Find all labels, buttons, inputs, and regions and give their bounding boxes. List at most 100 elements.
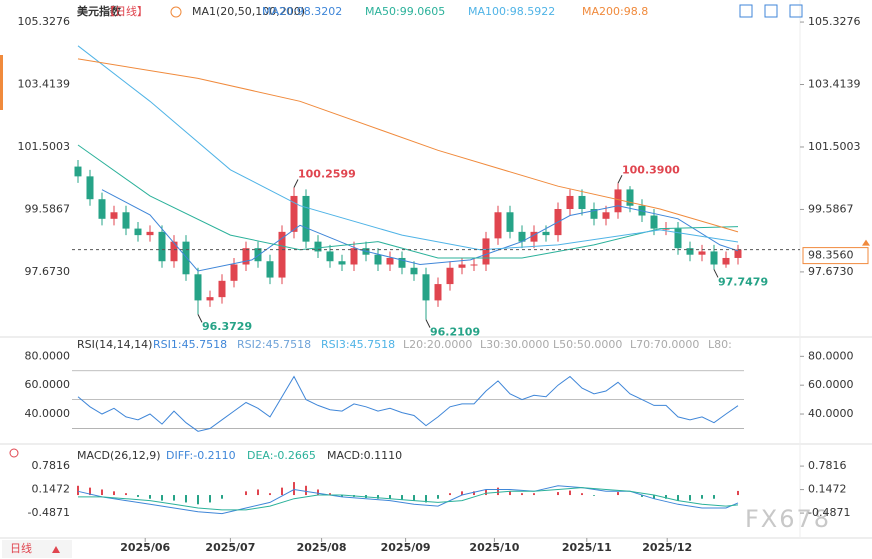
y-tick-label-right: 103.4139 [808, 78, 861, 91]
y-tick-label-right: 97.6730 [808, 265, 854, 278]
tool-icon[interactable] [739, 4, 753, 18]
legend-entry: DEA:-0.2665 [247, 449, 316, 462]
y-tick-label: 0.7816 [32, 459, 71, 472]
annotation-label: 100.2599 [298, 168, 356, 181]
y-tick-label-right: 40.0000 [808, 407, 854, 420]
settings-icon[interactable] [9, 448, 19, 458]
legend-entry: L70:70.0000 [630, 338, 699, 351]
ma-line [77, 45, 739, 251]
y-tick-label: 99.5867 [25, 202, 71, 215]
x-tick-label: 2025/10 [469, 541, 519, 554]
x-tick-label: 2025/11 [562, 541, 612, 554]
last-price-label: 98.3560 [808, 249, 854, 262]
candle-body [446, 267, 454, 285]
candle-body [410, 267, 418, 275]
candle-body [218, 280, 226, 298]
candle-body [506, 212, 514, 232]
candle-body [602, 212, 610, 219]
annotation-label: 96.2109 [430, 325, 480, 338]
tool-icon[interactable] [789, 4, 803, 18]
candle-body [386, 257, 394, 265]
rsi-line [77, 375, 739, 432]
candle-body [434, 284, 442, 301]
candle-body [170, 241, 178, 262]
x-tick-label: 2025/08 [297, 541, 347, 554]
legend-entry: L20:20.0000 [403, 338, 472, 351]
y-tick-label: 40.0000 [25, 407, 71, 420]
add-icon[interactable] [170, 6, 182, 18]
legend-entry: L80: [708, 338, 732, 351]
annotation-marker [425, 319, 431, 328]
period-arrow[interactable] [52, 546, 60, 553]
y-tick-label-right: 0.1472 [808, 483, 847, 496]
panel-title: MACD(26,12,9) [77, 449, 161, 462]
accent-bar [0, 55, 3, 110]
candle-body [314, 241, 322, 252]
candle-body [578, 195, 586, 210]
candle-body [98, 199, 106, 219]
candle-body [158, 231, 166, 262]
candle-body [278, 231, 286, 278]
period-button[interactable]: 日线 [10, 541, 32, 555]
candle-body [698, 251, 706, 255]
panel-title: RSI(14,14,14) [77, 338, 152, 351]
legend-entry: RSI1:45.7518 [153, 338, 227, 351]
annotation-marker [713, 269, 719, 278]
legend-entry: MACD:0.1110 [327, 449, 402, 462]
candle-body [254, 248, 262, 262]
candle-body [542, 231, 550, 236]
candle-body [626, 189, 634, 206]
candle-body [110, 212, 118, 219]
candle-body [194, 274, 202, 301]
candle-body [374, 254, 382, 265]
y-tick-label-right: 101.5003 [808, 140, 861, 153]
candle-body [458, 264, 466, 268]
legend-entry: L50:50.0000 [553, 338, 622, 351]
candle-body [422, 274, 430, 301]
x-tick-label: 2025/09 [381, 541, 431, 554]
candle-body [398, 257, 406, 268]
legend-entry: RSI3:45.7518 [321, 338, 395, 351]
y-tick-label: 103.4139 [18, 78, 71, 91]
ma-line [77, 58, 739, 233]
candle-body [266, 261, 274, 278]
candle-body [206, 297, 214, 301]
ma-line [101, 189, 739, 272]
period[interactable]: 【日线】 [104, 4, 148, 18]
candle-body [530, 231, 538, 242]
ma-params: MA1(20,50,100,200) [192, 5, 305, 18]
x-tick-label: 2025/07 [205, 541, 255, 554]
candle-body [146, 231, 154, 236]
candle-body [74, 166, 82, 177]
candle-body [494, 212, 502, 239]
y-tick-label: 101.5003 [18, 140, 71, 153]
annotation-marker [293, 179, 299, 188]
candle-body [518, 231, 526, 242]
annotation-label: 96.3729 [202, 320, 252, 333]
candle-body [710, 251, 718, 265]
candle-body [338, 261, 346, 265]
y-tick-label-right: 99.5867 [808, 202, 854, 215]
candle-body [482, 238, 490, 265]
y-tick-label: -0.4871 [28, 506, 70, 519]
candle-body [230, 264, 238, 281]
legend-entry: MA20:98.3202 [262, 5, 342, 18]
y-tick-label: 60.0000 [25, 378, 71, 391]
period-button-bg[interactable] [2, 540, 72, 558]
candle-body [290, 195, 298, 232]
tool-icon[interactable] [764, 4, 778, 18]
candle-body [182, 241, 190, 275]
candle-body [590, 209, 598, 219]
candle-body [134, 228, 142, 236]
annotation-marker [617, 174, 623, 184]
candle-body [350, 248, 358, 265]
annotation-label: 100.3900 [622, 163, 680, 176]
annotation-marker [197, 314, 203, 323]
y-tick-label-right: -0.4871 [808, 506, 850, 519]
y-tick-label-right: 105.3276 [808, 15, 861, 28]
candle-body [674, 228, 682, 249]
candle-body [302, 195, 310, 242]
x-tick-label: 2025/06 [120, 541, 170, 554]
candle-body [242, 248, 250, 265]
